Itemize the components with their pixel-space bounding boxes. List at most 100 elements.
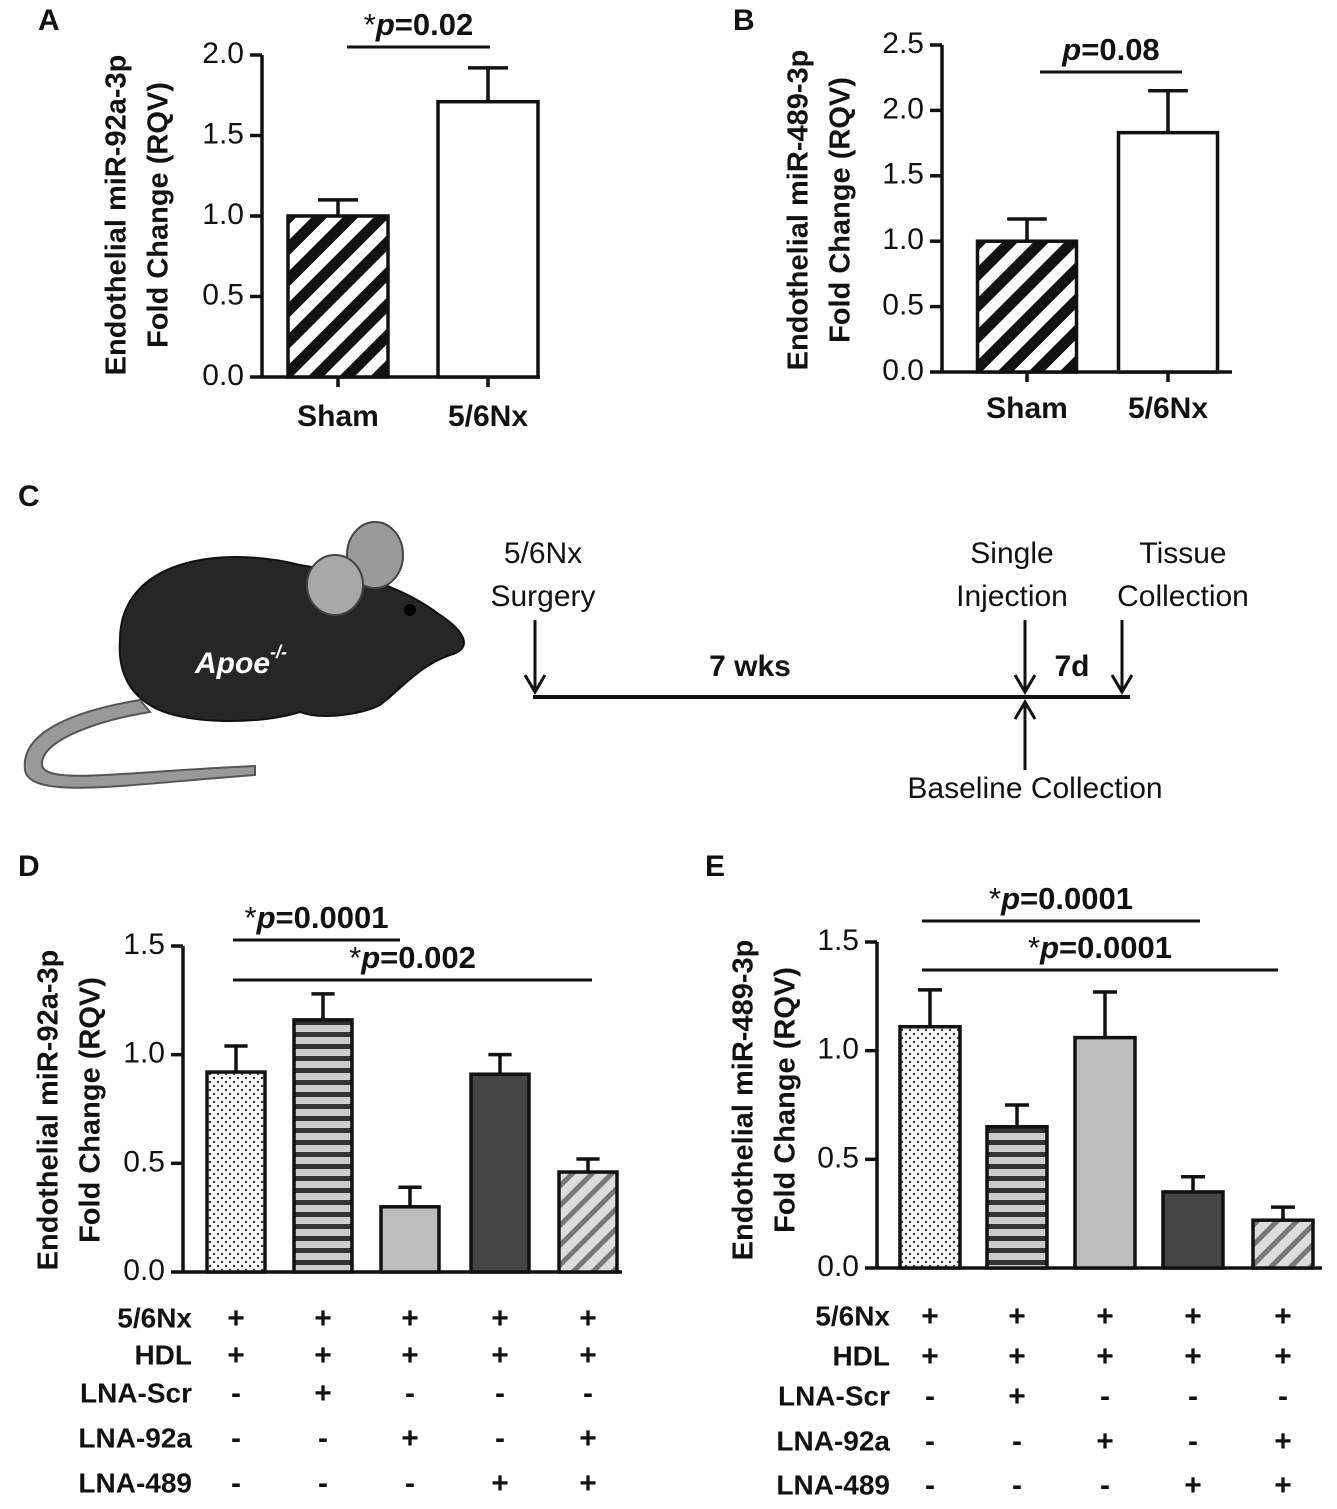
- y-tick-label: 1.0: [882, 223, 924, 256]
- event-label: Surgery: [490, 580, 595, 613]
- y-axis-label: Endothelial miR-92a-3p: [33, 950, 65, 1271]
- bar: [436, 99, 540, 379]
- treatment-sign: -: [925, 1425, 935, 1458]
- treatment-sign: -: [583, 1377, 593, 1410]
- treatment-sign: -: [318, 1467, 328, 1500]
- y-axis-label: Endothelial miR-92a-3p: [101, 55, 133, 376]
- event-label: Baseline Collection: [907, 772, 1162, 805]
- mouse-ear: [306, 554, 364, 616]
- x-tick-label: Sham: [986, 392, 1068, 425]
- treatment-sign: +: [1096, 1300, 1114, 1333]
- treatment-sign: -: [231, 1422, 241, 1455]
- panel-label: C: [18, 480, 40, 513]
- x-tick-label: 5/6Nx: [1128, 392, 1208, 425]
- treatment-sign: +: [921, 1300, 939, 1333]
- y-axis-label: Endothelial miR-489-3p: [728, 940, 760, 1261]
- treatment-sign: +: [1274, 1469, 1292, 1502]
- event-label: Injection: [956, 580, 1068, 613]
- y-axis-label: Endothelial miR-489-3p: [783, 50, 815, 371]
- treatment-sign: -: [925, 1469, 935, 1502]
- treatment-sign: +: [314, 1377, 332, 1410]
- treatment-sign: +: [314, 1339, 332, 1372]
- mouse-tail: [23, 698, 256, 789]
- treatment-sign: +: [1096, 1340, 1114, 1373]
- y-axis-label: Fold Change (RQV): [143, 82, 175, 348]
- y-tick-label: 0.0: [123, 1254, 165, 1287]
- event-label: Single: [970, 537, 1053, 570]
- annotation: *p=0.002: [349, 940, 476, 975]
- treatment-sign: +: [1096, 1425, 1114, 1458]
- treatment-sign: -: [1012, 1425, 1022, 1458]
- mouse-label-text: Apoe: [194, 647, 270, 680]
- treatment-label: HDL: [134, 1339, 192, 1370]
- treatment-sign: +: [1274, 1425, 1292, 1458]
- y-tick-label: 0.5: [123, 1145, 165, 1178]
- treatment-sign: +: [1184, 1300, 1202, 1333]
- y-tick-label: 1.5: [817, 924, 859, 957]
- bar: [292, 1018, 354, 1274]
- treatment-sign: +: [921, 1340, 939, 1373]
- annotation: *p=0.02: [364, 7, 473, 42]
- mouse-label: Apoe-/-: [194, 642, 287, 680]
- y-tick-label: 1.0: [123, 1037, 165, 1070]
- y-tick-label: 1.0: [817, 1033, 859, 1066]
- mouse-label-sup: -/-: [270, 642, 287, 662]
- treatment-label: LNA-92a: [78, 1422, 192, 1453]
- treatment-sign: +: [579, 1302, 597, 1335]
- bar: [205, 1070, 267, 1274]
- chart-panel: B Endothelial miR-489-3p Fold Change (RQV)…: [733, 4, 1232, 425]
- treatment-sign: +: [227, 1339, 245, 1372]
- treatment-sign: +: [579, 1422, 597, 1455]
- y-tick-label: 1.5: [882, 158, 924, 191]
- y-tick-label: 0.5: [202, 278, 244, 311]
- y-tick-label: 1.5: [123, 928, 165, 961]
- event-label: Tissue: [1139, 537, 1226, 570]
- panel-label: B: [733, 4, 755, 37]
- treatment-sign: -: [1100, 1380, 1110, 1413]
- treatment-sign: -: [1012, 1469, 1022, 1502]
- annotation: *p=0.0001: [245, 900, 389, 935]
- y-tick-label: 0.0: [202, 359, 244, 392]
- treatment-label: LNA-Scr: [80, 1377, 192, 1408]
- annotation: p=0.08: [1061, 32, 1159, 67]
- treatment-label: LNA-92a: [776, 1425, 890, 1456]
- y-tick-label: 2.5: [882, 27, 924, 60]
- bar: [379, 1205, 441, 1274]
- treatment-sign: -: [1188, 1425, 1198, 1458]
- treatment-label: LNA-489: [78, 1467, 192, 1498]
- mouse-body: [118, 556, 465, 723]
- y-tick-label: 1.0: [202, 198, 244, 231]
- treatment-sign: -: [405, 1377, 415, 1410]
- bar: [469, 1072, 531, 1274]
- x-tick-label: Sham: [297, 400, 379, 433]
- y-tick-label: 2.0: [882, 92, 924, 125]
- y-tick-label: 0.5: [817, 1141, 859, 1174]
- treatment-label: LNA-Scr: [778, 1380, 890, 1411]
- treatment-sign: +: [314, 1302, 332, 1335]
- treatment-sign: +: [1274, 1340, 1292, 1373]
- event-label: 5/6Nx: [504, 537, 582, 570]
- chart-panel: D Endothelial miR-92a-3p Fold Change (RQV)…: [18, 850, 622, 1500]
- treatment-sign: -: [1278, 1380, 1288, 1413]
- bar: [1161, 1190, 1225, 1270]
- treatment-label: LNA-489: [776, 1469, 890, 1500]
- x-tick-label: 5/6Nx: [448, 400, 528, 433]
- annotation: *p=0.0001: [989, 881, 1133, 916]
- treatment-sign: +: [1184, 1340, 1202, 1373]
- treatment-sign: +: [491, 1302, 509, 1335]
- treatment-sign: -: [495, 1422, 505, 1455]
- treatment-sign: -: [1100, 1469, 1110, 1502]
- treatment-sign: +: [491, 1339, 509, 1372]
- timeline-arrows: [523, 620, 1134, 770]
- y-axis-label: Fold Change (RQV): [75, 977, 107, 1243]
- treatment-sign: +: [1008, 1340, 1026, 1373]
- treatment-sign: -: [231, 1467, 241, 1500]
- treatment-sign: -: [318, 1422, 328, 1455]
- treatment-sign: -: [495, 1377, 505, 1410]
- treatment-sign: +: [401, 1422, 419, 1455]
- event-label: Collection: [1117, 580, 1249, 613]
- period-label: 7d: [1054, 650, 1089, 683]
- treatment-sign: -: [925, 1380, 935, 1413]
- bar: [286, 214, 390, 379]
